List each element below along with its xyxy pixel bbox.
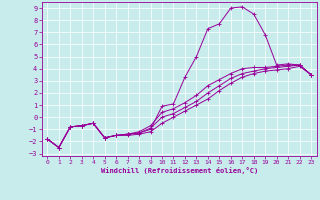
X-axis label: Windchill (Refroidissement éolien,°C): Windchill (Refroidissement éolien,°C) <box>100 167 258 174</box>
